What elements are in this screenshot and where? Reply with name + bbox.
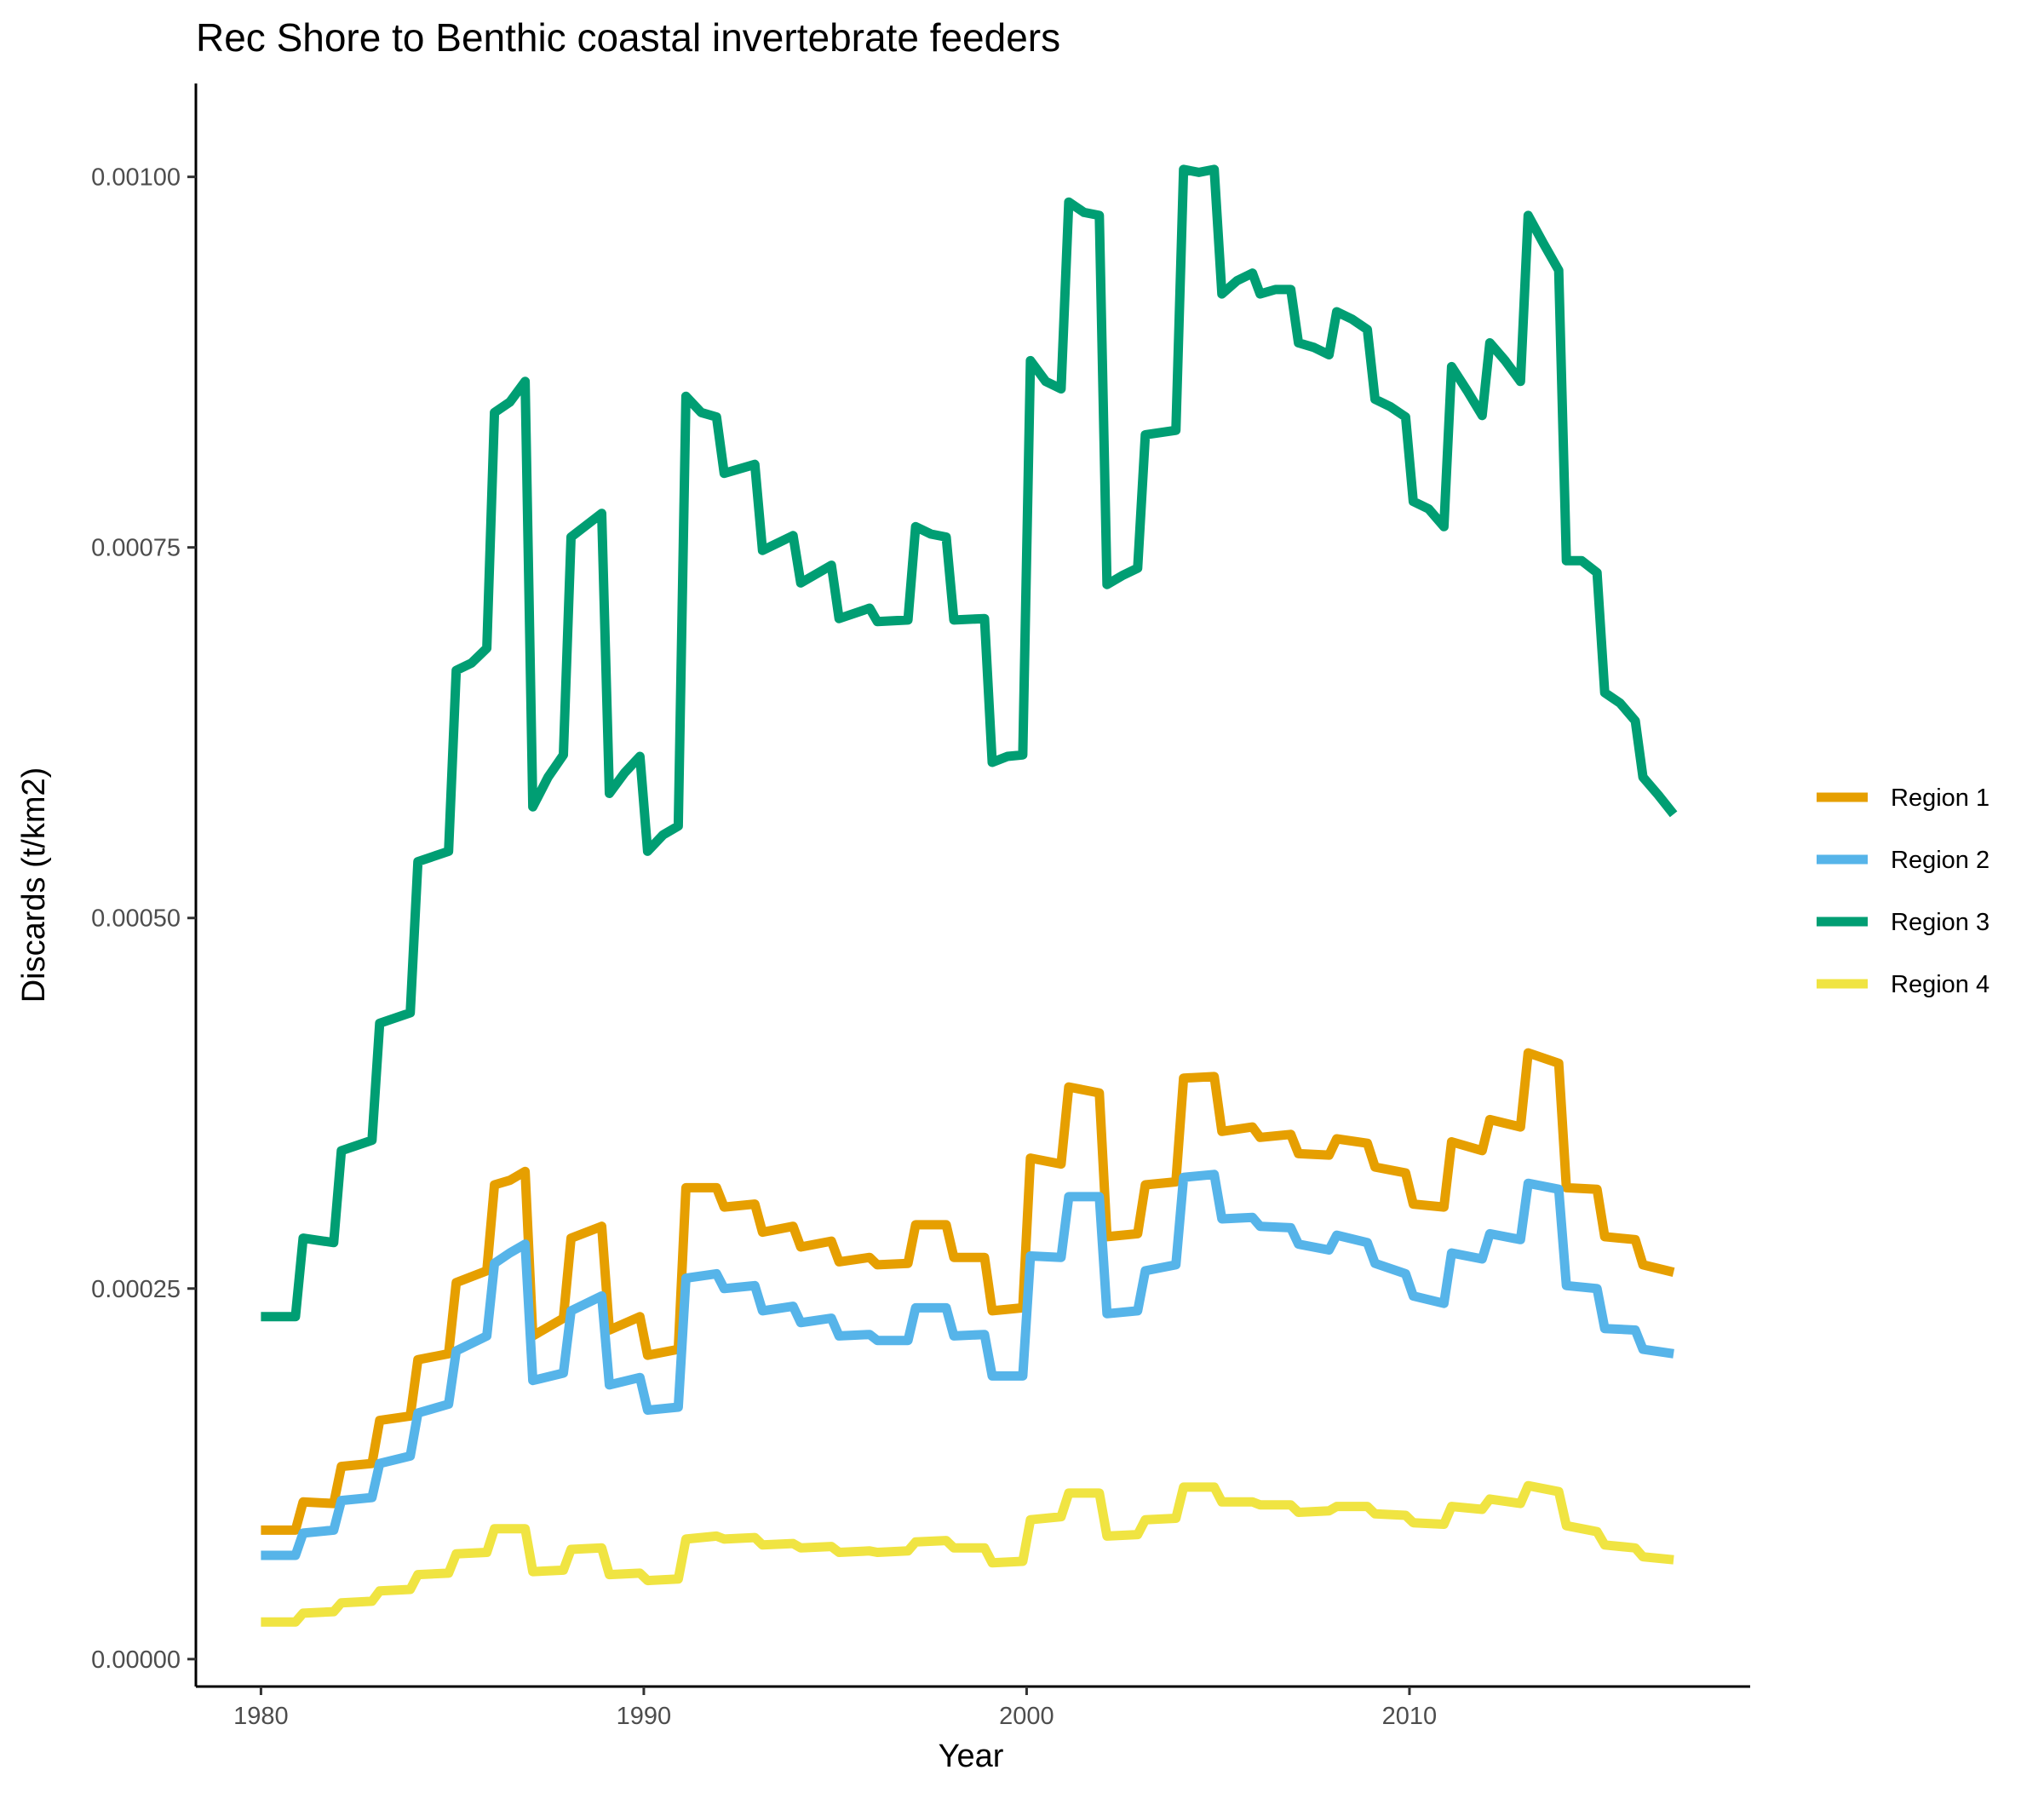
legend-label: Region 4	[1891, 971, 1989, 998]
y-tick-label: 0.00075	[91, 535, 181, 562]
y-axis-title: Discards (t/km2)	[16, 767, 52, 1003]
series-layer	[261, 164, 1678, 1627]
y-tick-label: 0.00000	[91, 1646, 181, 1674]
series-line-region-2	[261, 1169, 1674, 1560]
series-line-region-3	[261, 164, 1678, 1322]
x-axis-ticks: 1980 1990 2000 2010	[233, 1687, 1437, 1730]
x-axis-title: Year	[939, 1738, 1004, 1774]
y-tick-label: 0.00050	[91, 905, 181, 933]
legend-label: Region 2	[1891, 847, 1989, 874]
x-tick-label: 1980	[233, 1703, 289, 1730]
y-tick-label: 0.00025	[91, 1276, 181, 1303]
legend-item-region-2: Region 2	[1817, 847, 1989, 874]
x-tick-label: 2000	[999, 1703, 1054, 1730]
legend-label: Region 1	[1891, 784, 1989, 812]
legend-item-region-3: Region 3	[1817, 909, 1989, 936]
x-tick-label: 2010	[1382, 1703, 1438, 1730]
legend: Region 1 Region 2 Region 3 Region 4	[1817, 784, 1989, 998]
series-line-region-1	[261, 1048, 1675, 1535]
legend-item-region-4: Region 4	[1817, 971, 1989, 998]
x-tick-label: 1990	[617, 1703, 672, 1730]
y-axis-ticks: 0.00000 0.00025 0.00050 0.00075 0.00100	[91, 164, 196, 1674]
legend-label: Region 3	[1891, 909, 1989, 936]
chart-title: Rec Shore to Benthic coastal invertebrat…	[196, 15, 1060, 60]
series-line-region-4	[261, 1480, 1674, 1627]
y-tick-label: 0.00100	[91, 164, 181, 192]
legend-item-region-1: Region 1	[1817, 784, 1989, 812]
